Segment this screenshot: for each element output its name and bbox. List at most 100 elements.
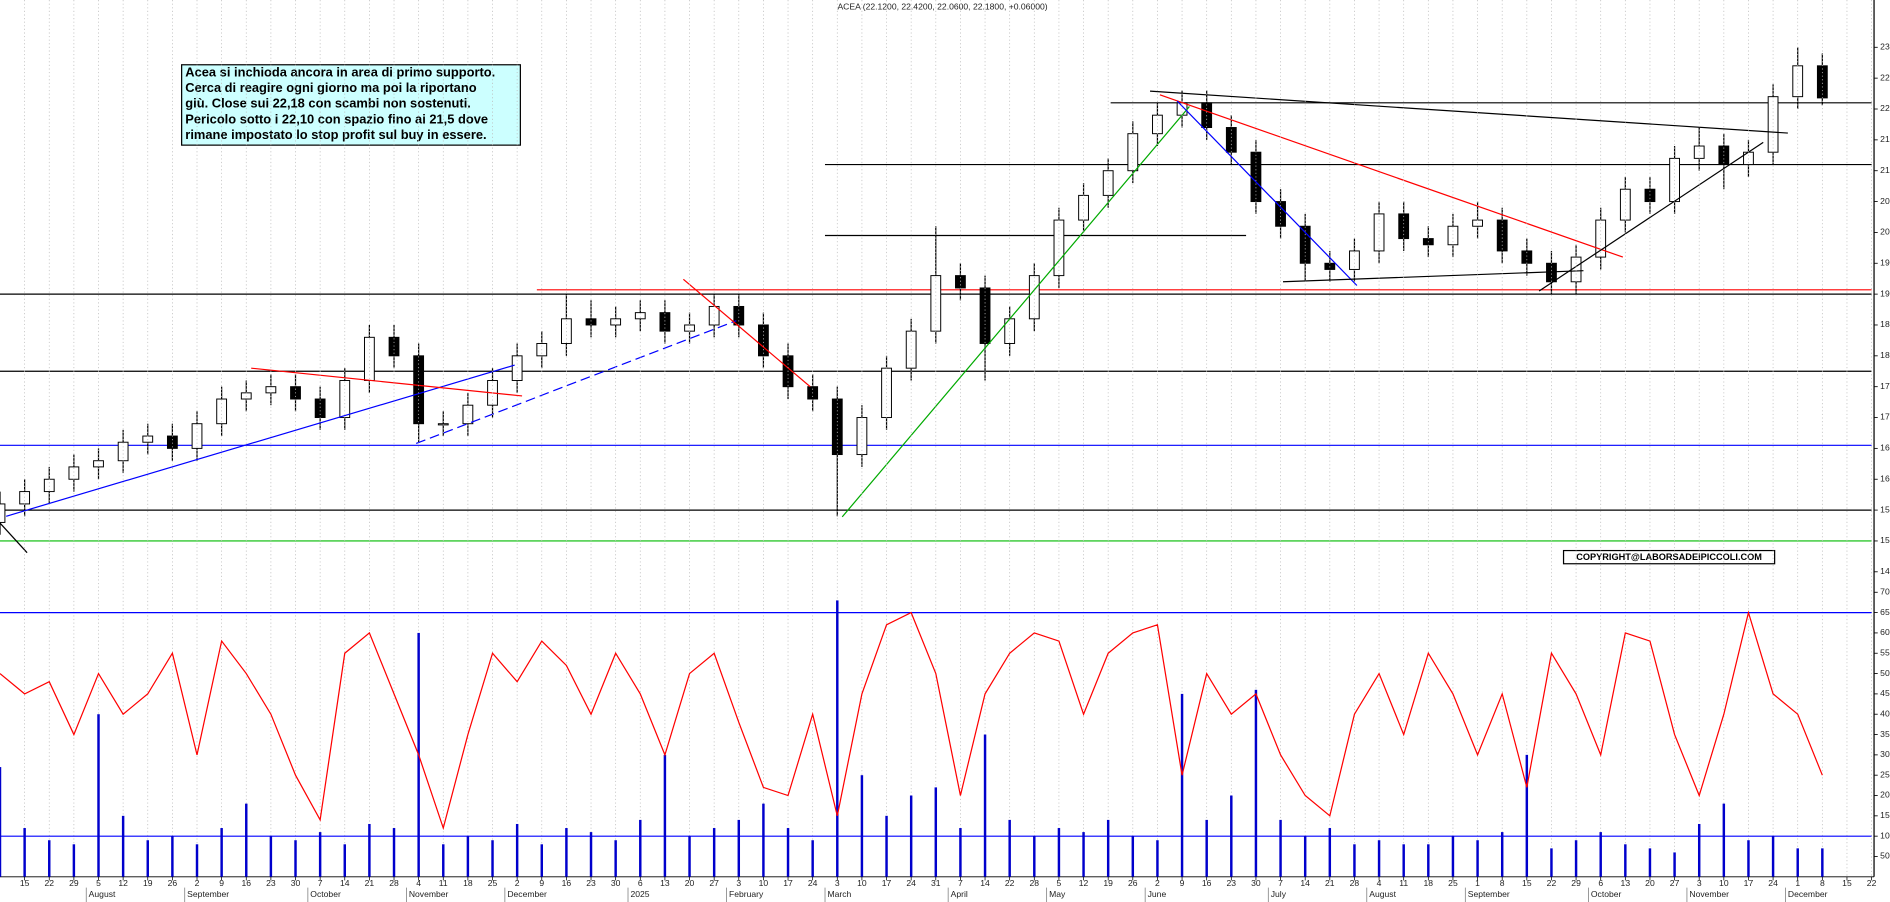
x-tick-label: 15 [20, 878, 30, 888]
month-label: September [1468, 889, 1510, 899]
y-tick-label: 20.5 [1880, 196, 1890, 206]
y-tick-label: 16.0 [1880, 474, 1890, 484]
x-tick-label: 25 [488, 878, 498, 888]
volume-bar [1451, 836, 1455, 877]
volume-bar [466, 836, 470, 877]
volume-bar [589, 832, 593, 877]
volume-bar [442, 844, 445, 877]
volume-bar [663, 754, 667, 877]
copyright-box [1562, 549, 1776, 565]
x-tick-label: 3 [1697, 878, 1702, 888]
volume-bar [1697, 823, 1701, 877]
x-tick-label: 16 [1202, 878, 1212, 888]
candle-body [758, 324, 769, 357]
volume-bar [1328, 828, 1332, 877]
volume-bar [97, 714, 100, 877]
x-tick-label: 12 [1079, 878, 1089, 888]
volume-bar [1254, 689, 1258, 877]
x-tick-label: 28 [1030, 878, 1040, 888]
month-label: September [187, 889, 229, 899]
x-tick-label: 29 [1571, 878, 1581, 888]
x-tick-label: 22 [1867, 878, 1877, 888]
y-tick-label: 35000 [1880, 729, 1890, 739]
y-tick-label: 30000 [1880, 749, 1890, 759]
volume-bar [1624, 844, 1627, 877]
volume-bar [959, 828, 962, 877]
volume-bar [491, 840, 494, 877]
volume-bar [1057, 828, 1061, 877]
candle-body [1028, 275, 1040, 320]
x-tick-label: 13 [1621, 878, 1631, 888]
x-tick-label: 1 [1475, 878, 1480, 888]
volume-bar [392, 828, 396, 877]
volume-bar [1008, 819, 1011, 877]
x-tick-label: 1 [1795, 878, 1800, 888]
y-tick-label: 70000 [1880, 587, 1890, 597]
candle-body [1496, 219, 1508, 252]
volume-bar [146, 840, 149, 877]
x-tick-label: 10 [857, 878, 867, 888]
month-label: May [1049, 889, 1066, 899]
volume-bar [688, 836, 691, 877]
volume-bar [1156, 840, 1159, 877]
y-tick-label: 22.5 [1880, 72, 1890, 82]
x-tick-label: 14 [980, 878, 990, 888]
month-label: March [827, 889, 851, 899]
volume-bar [23, 828, 26, 877]
volume-bar [1106, 819, 1110, 877]
volume-bar [1131, 836, 1135, 877]
x-tick-label: 20 [1645, 878, 1655, 888]
month-label: 2025 [630, 889, 649, 899]
volume-bar [1230, 795, 1233, 877]
y-tick-label: 19.5 [1880, 258, 1890, 268]
month-label: July [1271, 889, 1287, 899]
x-tick-label: 24 [906, 878, 916, 888]
x-tick-label: 19 [1103, 878, 1113, 888]
volume-bar [1402, 844, 1405, 877]
candle-body [1792, 65, 1804, 98]
x-tick-label: 5 [1057, 878, 1062, 888]
x-tick-label: 17 [1744, 878, 1754, 888]
x-tick-label: 12 [118, 878, 128, 888]
x-tick-label: 30 [291, 878, 301, 888]
y-tick-label: 18.5 [1880, 319, 1890, 329]
annotation-line: rimane impostato lo stop profit sul buy … [185, 127, 486, 142]
volume-bar [614, 840, 617, 877]
x-tick-label: 10 [759, 878, 769, 888]
volume-bar [934, 787, 938, 877]
volume-bar [368, 823, 371, 877]
month-label: August [89, 889, 116, 899]
annotation-line: Pericolo sotto i 22,10 con spazio fino a… [185, 111, 488, 126]
trend-line [841, 106, 1190, 518]
volume-bar [565, 828, 568, 877]
y-tick-label: 55000 [1880, 648, 1890, 658]
x-tick-label: 26 [1128, 878, 1138, 888]
x-tick-label: 23 [1227, 878, 1237, 888]
x-tick-label: 15 [1522, 878, 1532, 888]
y-tick-label: 15.5 [1880, 504, 1890, 514]
x-tick-label: 8 [1500, 878, 1505, 888]
volume-bar [885, 815, 888, 877]
x-tick-label: 9 [219, 878, 224, 888]
y-tick-label: 45000 [1880, 688, 1890, 698]
candle-body [733, 305, 745, 326]
x-tick-label: 10 [1719, 878, 1729, 888]
y-tick-label: 5000 [1880, 851, 1890, 861]
x-tick-label: 28 [389, 878, 399, 888]
volume-bar [1033, 836, 1036, 877]
x-tick-label: 3 [835, 878, 840, 888]
volume-bar [171, 836, 174, 877]
x-tick-label: 7 [318, 878, 323, 888]
y-tick-label: 20.0 [1880, 227, 1890, 237]
x-tick-label: 16 [562, 878, 572, 888]
volume-bar [1574, 840, 1578, 877]
volume-bar [1599, 832, 1602, 877]
y-tick-label: 60000 [1880, 627, 1890, 637]
x-tick-label: 15 [1842, 878, 1852, 888]
oscillator-line [0, 610, 1823, 831]
x-tick-label: 30 [611, 878, 621, 888]
x-tick-label: 20 [685, 878, 695, 888]
volume-bar [1525, 754, 1529, 877]
y-tick-label: 50000 [1880, 668, 1890, 678]
